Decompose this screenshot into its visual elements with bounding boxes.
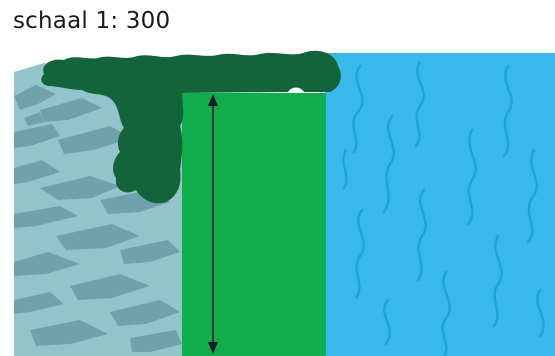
scale-label: schaal 1: 300 bbox=[13, 8, 171, 34]
water-waves bbox=[342, 60, 545, 356]
vertical-double-arrow-icon bbox=[208, 94, 218, 354]
water-body bbox=[325, 53, 555, 356]
water-base bbox=[325, 53, 555, 356]
vegetation-blob bbox=[41, 50, 341, 204]
green-building bbox=[182, 93, 326, 356]
